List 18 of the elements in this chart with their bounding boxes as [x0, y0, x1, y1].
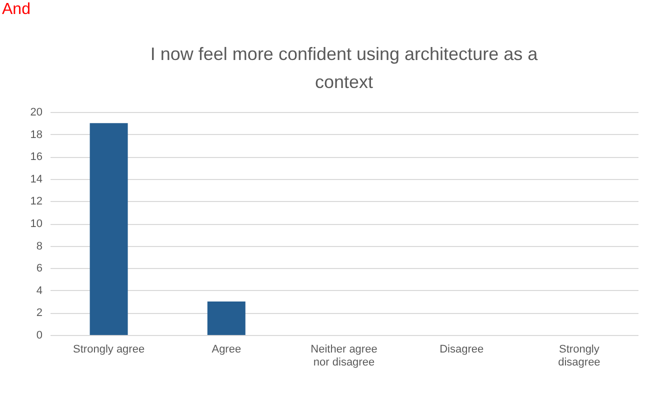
x-tick-label: Neither agree nor disagree [310, 344, 378, 368]
y-tick-label: 14 [30, 173, 42, 186]
x-tick-label: Agree [212, 344, 242, 356]
x-tick-label: Strongly agree [73, 344, 145, 356]
x-tick-label: Strongly disagree [558, 344, 600, 368]
y-tick-label: 6 [36, 262, 42, 275]
y-tick-label: 2 [36, 307, 42, 320]
y-tick-label: 10 [30, 218, 42, 230]
y-tick-label: 20 [30, 106, 42, 118]
text: And [2, 1, 30, 18]
y-tick-label: 16 [30, 151, 42, 164]
y-tick-label: 0 [36, 330, 42, 342]
y-tick-label: 12 [30, 196, 42, 208]
chart-title: I now feel more confident using architecture as a context [150, 44, 539, 92]
x-tick-label: Disagree [440, 344, 484, 356]
y-tick-label: 8 [36, 240, 42, 252]
y-tick-label: 4 [36, 284, 42, 297]
y-tick-label: 18 [30, 128, 42, 141]
